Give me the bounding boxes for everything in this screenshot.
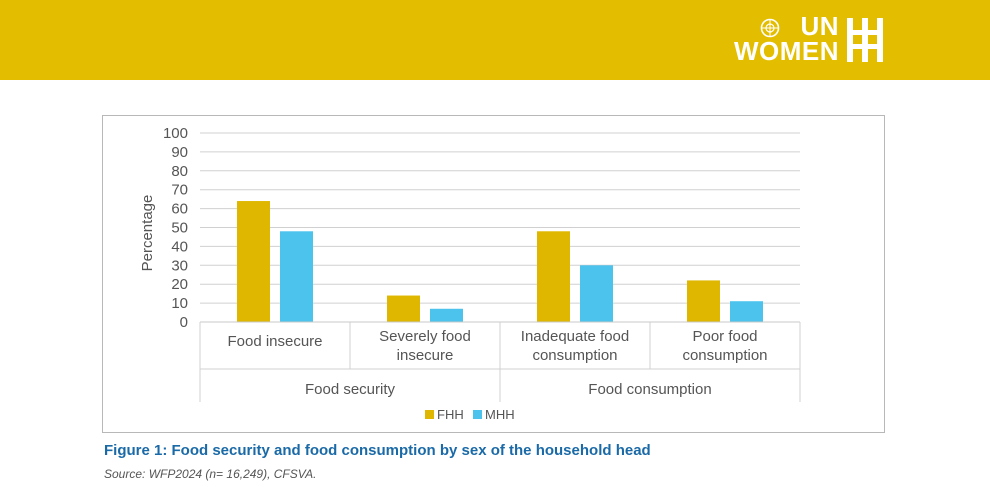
y-tick-label: 0 bbox=[180, 314, 188, 331]
x-axis: Food insecure Severely food insecure Inadeq… bbox=[199, 321, 801, 402]
group-label: Food security bbox=[305, 381, 396, 398]
logo-wordmark: UN WOMEN bbox=[733, 11, 839, 66]
un-emblem-icon bbox=[760, 18, 780, 38]
y-tick-label: 60 bbox=[171, 201, 188, 218]
x-tick-label: Severely food insecure bbox=[379, 328, 471, 364]
header-banner: UN WOMEN bbox=[0, 0, 990, 80]
legend-label-mhh: MHH bbox=[485, 407, 515, 422]
y-tick-label: 40 bbox=[171, 238, 188, 255]
y-tick-label: 30 bbox=[171, 257, 188, 274]
y-tick-label: 10 bbox=[171, 295, 188, 312]
y-tick-label: 90 bbox=[171, 144, 188, 161]
legend-label-fhh: FHH bbox=[437, 407, 464, 422]
bar-mhh bbox=[430, 308, 463, 322]
logo-line-women: WOMEN bbox=[733, 36, 839, 66]
figure-source: Source: WFP2024 (n= 16,249), CFSVA. bbox=[104, 467, 317, 481]
bar-fhh bbox=[387, 295, 420, 322]
x-tick-label: Poor food consumption bbox=[682, 328, 767, 364]
bars bbox=[237, 201, 763, 322]
bar-fhh bbox=[237, 201, 270, 322]
figure-caption: Figure 1: Food security and food consump… bbox=[104, 442, 651, 459]
y-tick-label: 70 bbox=[171, 182, 188, 199]
legend-swatch-mhh bbox=[473, 410, 482, 419]
y-tick-label: 80 bbox=[171, 163, 188, 180]
logo-line-un: UN bbox=[800, 11, 839, 41]
chart-container: 0 10 20 30 40 50 60 70 80 90 100 Food insecure Seve… bbox=[102, 115, 885, 433]
x-tick-label: Food insecure bbox=[227, 333, 322, 350]
gridlines bbox=[200, 132, 800, 323]
bar-fhh bbox=[687, 280, 720, 322]
bar-mhh bbox=[580, 265, 613, 322]
y-axis-label: Percentage bbox=[139, 195, 156, 272]
bar-fhh bbox=[537, 231, 570, 322]
y-tick-label: 100 bbox=[163, 125, 188, 142]
legend: FHH MHH bbox=[425, 407, 515, 422]
bar-mhh bbox=[280, 231, 313, 322]
bar-mhh bbox=[730, 301, 763, 322]
un-women-logo: UN WOMEN bbox=[715, 11, 885, 66]
women-symbol-icon bbox=[847, 18, 883, 62]
legend-swatch-fhh bbox=[425, 410, 434, 419]
y-tick-label: 20 bbox=[171, 276, 188, 293]
y-tick-label: 50 bbox=[171, 220, 188, 237]
x-tick-label: Inadequate food consumption bbox=[521, 328, 629, 364]
group-label: Food consumption bbox=[588, 381, 711, 398]
